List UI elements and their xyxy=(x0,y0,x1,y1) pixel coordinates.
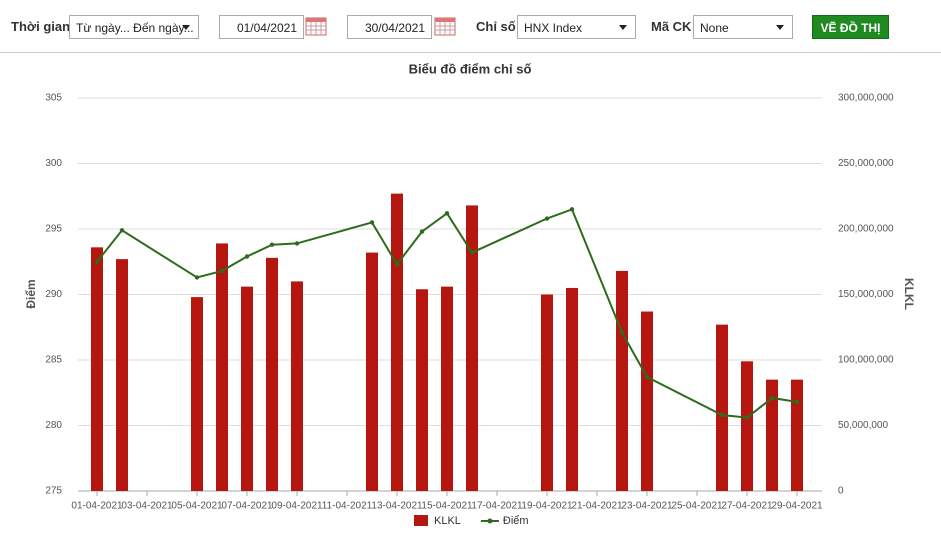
bar xyxy=(766,379,778,491)
y-axis-title: Điểm xyxy=(24,279,38,308)
y-tick-label: 305 xyxy=(45,93,62,104)
bar xyxy=(291,281,303,491)
x-tick-label: 13-04-2021 xyxy=(371,501,423,512)
line xyxy=(96,208,798,419)
x-tick-label: 03-04-2021 xyxy=(121,501,173,512)
point xyxy=(719,412,725,418)
y-tick-label: 275 xyxy=(45,486,62,497)
x-tick-label: 05-04-2021 xyxy=(171,501,223,512)
point xyxy=(269,242,275,247)
bar xyxy=(441,286,453,491)
bar xyxy=(91,247,103,491)
index-select[interactable]: HNX Index xyxy=(517,15,636,39)
y2-tick-label: 300,000,000 xyxy=(838,93,894,104)
bar xyxy=(366,252,378,491)
code-select-text: None xyxy=(700,21,729,35)
y2-tick-label: 0 xyxy=(838,486,844,497)
y2-tick-label: 200,000,000 xyxy=(838,224,894,235)
x-tick-label: 25-04-2021 xyxy=(671,501,723,512)
point xyxy=(294,241,300,246)
bar xyxy=(541,294,553,491)
legend-label: Điểm xyxy=(503,515,529,527)
point xyxy=(544,216,550,221)
x-tick-label: 09-04-2021 xyxy=(271,501,323,512)
chart: Biểu đồ điểm chỉ số Điểm KLKL 275 280 285 2… xyxy=(24,61,916,527)
calendar-icon[interactable] xyxy=(305,16,327,36)
y2-tick-label: 250,000,000 xyxy=(838,158,894,169)
legend-label: KLKL xyxy=(434,515,461,527)
y2-tick-label: 150,000,000 xyxy=(838,289,894,300)
point xyxy=(469,250,475,255)
index-label: Chỉ số xyxy=(476,19,516,34)
point xyxy=(569,207,575,212)
point xyxy=(369,220,375,225)
x-tick-label: 21-04-2021 xyxy=(571,501,623,512)
bar xyxy=(641,311,653,491)
point xyxy=(219,268,225,274)
bar xyxy=(191,297,203,491)
point xyxy=(769,395,775,401)
calendar-icon[interactable] xyxy=(434,16,456,36)
y2-tick-label: 100,000,000 xyxy=(838,355,894,366)
from-date[interactable]: 01/04/2021 xyxy=(219,15,304,39)
legend-swatch xyxy=(414,515,428,526)
to-date[interactable]: 30/04/2021 xyxy=(347,15,432,39)
chart-title: Biểu đồ điểm chỉ số xyxy=(409,61,532,76)
bar xyxy=(266,257,278,491)
bar xyxy=(566,287,578,491)
y-tick-label: 295 xyxy=(45,224,62,235)
point xyxy=(94,259,100,264)
legend-swatch xyxy=(487,518,493,524)
point xyxy=(619,330,625,335)
point xyxy=(394,262,400,267)
x-tick-label: 15-04-2021 xyxy=(421,501,473,512)
y-tick-label: 290 xyxy=(45,289,62,300)
code-label: Mã CK xyxy=(651,19,692,34)
x-tick-label: 19-04-2021 xyxy=(521,501,573,512)
point xyxy=(194,275,200,280)
y-tick-label: 285 xyxy=(45,355,62,366)
time-select-text: Từ ngày... Đến ngày... xyxy=(76,21,194,35)
bar xyxy=(391,193,403,491)
y-tick-label: 280 xyxy=(45,420,62,431)
point xyxy=(244,254,250,259)
x-tick-label: 17-04-2021 xyxy=(471,501,523,512)
point xyxy=(794,399,800,405)
bar xyxy=(791,379,803,491)
x-tick-label: 07-04-2021 xyxy=(221,501,273,512)
bar xyxy=(241,286,253,491)
x-tick-label: 29-04-2021 xyxy=(771,501,823,512)
x-tick-label: 23-04-2021 xyxy=(621,501,673,512)
code-select[interactable]: None xyxy=(693,15,793,39)
point xyxy=(119,228,125,233)
bar xyxy=(466,205,478,492)
bar xyxy=(741,361,753,491)
toolbar: Thời gian Từ ngày... Đến ngày... 01/04/2… xyxy=(0,0,941,53)
point xyxy=(644,374,650,380)
draw-button[interactable]: VẼ ĐỒ THỊ xyxy=(812,15,889,39)
y2-axis-title: KLKL xyxy=(902,278,916,310)
bar xyxy=(116,259,128,491)
y2-tick-label: 50,000,000 xyxy=(838,420,888,431)
x-tick-label: 11-04-2021 xyxy=(322,501,373,512)
time-select[interactable]: Từ ngày... Đến ngày... xyxy=(69,15,199,39)
bar xyxy=(416,289,428,491)
index-select-text: HNX Index xyxy=(524,21,583,35)
point xyxy=(419,229,425,234)
y-tick-label: 300 xyxy=(45,158,62,169)
x-tick-label: 27-04-2021 xyxy=(721,501,773,512)
x-tick-label: 01-04-2021 xyxy=(71,501,123,512)
point xyxy=(444,211,450,216)
bar xyxy=(616,270,628,491)
bar xyxy=(716,324,728,491)
point xyxy=(744,415,750,420)
time-label: Thời gian xyxy=(11,19,71,34)
bar xyxy=(216,243,228,491)
